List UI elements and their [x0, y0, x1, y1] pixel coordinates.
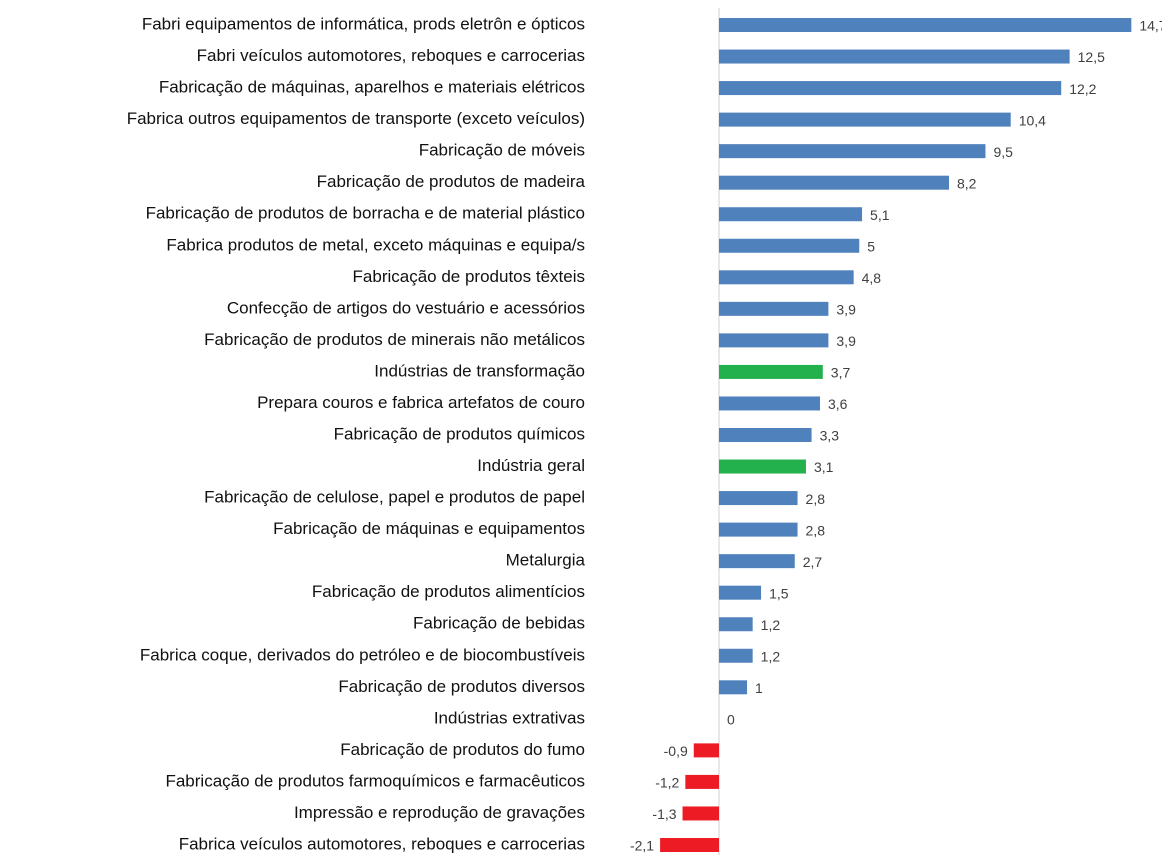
value-label: 2,8: [806, 491, 826, 507]
category-label: Fabricação de produtos diversos: [338, 677, 585, 696]
value-label: 3,9: [836, 302, 856, 318]
category-label: Confecção de artigos do vestuário e aces…: [227, 298, 585, 317]
category-label: Fabrica outros equipamentos de transport…: [127, 109, 585, 128]
category-label: Fabricação de máquinas e equipamentos: [273, 519, 585, 538]
bar: [719, 680, 748, 695]
category-label: Fabricação de produtos do fumo: [340, 740, 585, 759]
value-label: 14,7: [1139, 18, 1162, 34]
value-label: 2,8: [806, 522, 826, 538]
bar: [719, 522, 798, 537]
value-label: 3,3: [820, 428, 840, 444]
category-label: Fabri equipamentos de informática, prods…: [142, 14, 585, 33]
value-label: 3,6: [828, 396, 848, 412]
category-label: Indústrias extrativas: [434, 708, 585, 727]
value-label: 9,5: [993, 144, 1013, 160]
category-label: Fabricação de móveis: [419, 141, 585, 160]
category-label: Fabricação de produtos alimentícios: [312, 582, 585, 601]
bar: [719, 207, 863, 222]
category-label: Fabricação de celulose, papel e produtos…: [204, 488, 585, 507]
value-label: 1,2: [761, 648, 781, 664]
value-label: 10,4: [1019, 112, 1046, 128]
category-label: Indústrias de transformação: [374, 361, 585, 380]
value-label: 8,2: [957, 175, 977, 191]
category-label: Fabricação de produtos químicos: [334, 424, 585, 443]
value-label: -1,2: [655, 775, 679, 791]
bar: [719, 49, 1070, 64]
category-label: Fabrica produtos de metal, exceto máquin…: [166, 235, 585, 254]
category-label: Fabrica coque, derivados do petróleo e d…: [140, 645, 585, 664]
value-label: 2,7: [803, 554, 823, 570]
bar: [719, 648, 753, 663]
value-label: 3,1: [814, 459, 834, 475]
category-label: Metalurgia: [506, 551, 586, 570]
category-label: Fabricação de produtos de minerais não m…: [204, 330, 585, 349]
value-label: 0: [727, 712, 735, 728]
value-label: 1,2: [761, 617, 781, 633]
category-label: Fabricação de produtos têxteis: [353, 267, 585, 286]
bar: [719, 396, 820, 411]
value-label: 3,7: [831, 365, 851, 381]
bar: [719, 112, 1011, 127]
bar: [693, 743, 719, 758]
bar: [719, 617, 753, 632]
category-label: Impressão e reprodução de gravações: [294, 803, 585, 822]
value-label: 4,8: [862, 270, 882, 286]
bar: [719, 585, 762, 600]
value-label: 12,2: [1069, 81, 1096, 97]
bar: [719, 333, 829, 348]
category-label: Fabricação de produtos de borracha e de …: [146, 204, 585, 223]
category-label: Fabrica veículos automotores, reboques e…: [179, 834, 585, 853]
value-label: 5: [867, 238, 875, 254]
value-label: 5,1: [870, 207, 890, 223]
bar: [719, 81, 1062, 96]
value-label: 1: [755, 680, 763, 696]
value-label: -2,1: [630, 838, 654, 854]
value-label: -1,3: [652, 806, 676, 822]
category-label: Fabricação de bebidas: [413, 614, 585, 633]
bar: [719, 459, 806, 474]
bar: [719, 144, 986, 159]
bar: [719, 238, 860, 253]
category-label: Fabricação de produtos de madeira: [317, 172, 586, 191]
bar: [719, 491, 798, 506]
bar: [660, 838, 719, 852]
category-label: Fabri veículos automotores, reboques e c…: [197, 46, 585, 65]
bar: [719, 428, 812, 442]
value-label: -0,9: [664, 743, 688, 759]
bar: [719, 301, 829, 316]
bar: [719, 364, 823, 379]
category-label: Prepara couros e fabrica artefatos de co…: [257, 393, 585, 412]
category-label: Fabricação de máquinas, aparelhos e mate…: [159, 78, 585, 97]
value-label: 12,5: [1078, 49, 1105, 65]
category-label: Indústria geral: [477, 456, 585, 475]
value-label: 1,5: [769, 585, 789, 601]
bar: [719, 175, 950, 190]
bar: [685, 774, 719, 789]
bar: [719, 270, 854, 285]
bar: [719, 18, 1132, 32]
bar: [682, 806, 719, 821]
bar: [719, 554, 795, 569]
category-label: Fabricação de produtos farmoquímicos e f…: [165, 771, 585, 790]
value-label: 3,9: [836, 333, 856, 349]
